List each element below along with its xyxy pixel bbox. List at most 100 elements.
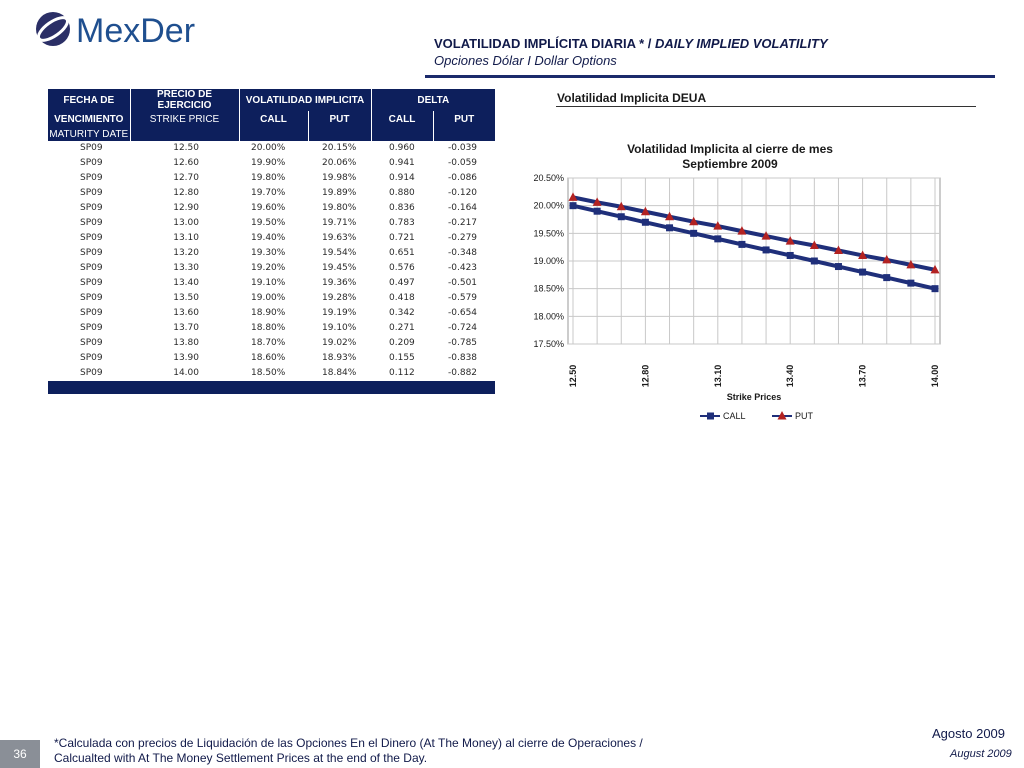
legend-label-call: CALL — [723, 411, 746, 421]
table-cell: 0.271 — [389, 323, 415, 333]
table-footer-bar — [48, 381, 496, 394]
chart-subtitle: Septiembre 2009 — [682, 157, 778, 171]
data-point-put — [640, 206, 650, 216]
table-cell: 19.10% — [251, 278, 286, 288]
table-cell: -0.279 — [448, 233, 478, 243]
table-cell: 18.93% — [322, 353, 357, 363]
header-strike-en: STRIKE PRICE — [130, 111, 240, 128]
table-cell: SP09 — [80, 368, 103, 378]
data-point-put — [568, 192, 578, 201]
table-cell: 19.60% — [251, 203, 286, 213]
table-cell: 13.30 — [173, 263, 199, 273]
y-tick-label: 18.50% — [533, 284, 564, 294]
data-point-call — [690, 229, 698, 237]
y-tick-label: 19.50% — [533, 228, 564, 238]
mexder-logo: MexDer — [34, 10, 204, 52]
table-row: SP09 12.50 20.00% 20.15% 0.960 -0.039 — [48, 141, 495, 156]
title-es: VOLATILIDAD IMPLÍCITA DIARIA * / — [434, 36, 655, 51]
table-cell: 19.70% — [251, 188, 286, 198]
table-cell: 18.84% — [322, 368, 357, 378]
data-point-put — [833, 245, 843, 254]
y-tick-label: 18.00% — [533, 311, 564, 321]
page-title: VOLATILIDAD IMPLÍCITA DIARIA * / DAILY I… — [434, 36, 828, 51]
data-point-call — [714, 235, 722, 243]
table-cell: 14.00 — [173, 368, 199, 378]
table-cell: 19.30% — [251, 248, 286, 258]
table-cell: -0.579 — [448, 293, 478, 303]
table-cell: SP09 — [80, 173, 103, 183]
table-cell: 19.80% — [322, 203, 357, 213]
table-cell: 19.63% — [322, 233, 357, 243]
page-subtitle: Opciones Dólar I Dollar Options — [434, 53, 617, 68]
data-point-put — [737, 226, 747, 235]
data-point-put — [882, 254, 892, 264]
header-delta: DELTA — [371, 89, 496, 111]
table-cell: SP09 — [80, 353, 103, 363]
table-cell: 19.28% — [322, 293, 357, 303]
table-row: SP09 13.50 19.00% 19.28% 0.418 -0.579 — [48, 291, 495, 306]
x-tick-label: 13.70 — [858, 365, 868, 388]
table-cell: 19.80% — [251, 173, 286, 183]
legend-label-put: PUT — [795, 411, 814, 421]
table-cell: SP09 — [80, 233, 103, 243]
header-maturity-en: MATURITY DATE — [48, 128, 131, 141]
data-point-put — [689, 216, 699, 226]
table-cell: 13.00 — [173, 218, 199, 228]
table-cell: 19.50% — [251, 218, 286, 228]
table-row: SP09 13.40 19.10% 19.36% 0.497 -0.501 — [48, 276, 495, 291]
table-cell: 19.40% — [251, 233, 286, 243]
table-cell: SP09 — [80, 338, 103, 348]
table-cell: 13.80 — [173, 338, 199, 348]
data-point-call — [666, 224, 674, 232]
table-cell: -0.882 — [448, 368, 478, 378]
table-row: SP09 14.00 18.50% 18.84% 0.112 -0.882 — [48, 366, 495, 381]
header-vol-put: PUT — [308, 111, 372, 128]
table-cell: -0.654 — [448, 308, 478, 318]
table-cell: -0.217 — [448, 218, 478, 228]
table-cell: SP09 — [80, 278, 103, 288]
table-cell: -0.724 — [448, 323, 478, 333]
table-cell: 0.112 — [389, 368, 415, 378]
footnote-line1: *Calculada con precios de Liquidación de… — [54, 736, 643, 750]
table-cell: -0.838 — [448, 353, 478, 363]
table-cell: 18.50% — [251, 368, 286, 378]
y-tick-label: 17.50% — [533, 339, 564, 349]
x-tick-label: 13.40 — [785, 365, 795, 388]
table-cell: 13.50 — [173, 293, 199, 303]
table-cell: 12.60 — [173, 158, 199, 168]
chart-heading: Volatilidad Implicita DEUA — [557, 91, 707, 105]
table-row: SP09 13.10 19.40% 19.63% 0.721 -0.279 — [48, 231, 495, 246]
page-number: 36 — [0, 740, 40, 768]
data-point-call — [593, 207, 601, 215]
table-cell: 13.20 — [173, 248, 199, 258]
x-tick-label: 14.00 — [930, 365, 940, 388]
table-cell: SP09 — [80, 308, 103, 318]
header-maturity-2: VENCIMIENTO — [48, 111, 131, 128]
table-row: SP09 13.20 19.30% 19.54% 0.651 -0.348 — [48, 246, 495, 261]
footnote: *Calculada con precios de Liquidación de… — [54, 736, 754, 766]
table-cell: 19.00% — [251, 293, 286, 303]
table-cell: 12.80 — [173, 188, 199, 198]
x-axis-label: Strike Prices — [727, 392, 782, 402]
table-row: SP09 13.00 19.50% 19.71% 0.783 -0.217 — [48, 216, 495, 231]
table-cell: 12.70 — [173, 173, 199, 183]
footnote-line2: Calcualted with At The Money Settlement … — [54, 751, 428, 765]
table-cell: 0.941 — [389, 158, 415, 168]
table-cell: 0.342 — [389, 308, 415, 318]
table-cell: SP09 — [80, 323, 103, 333]
table-row: SP09 13.30 19.20% 19.45% 0.576 -0.423 — [48, 261, 495, 276]
table-cell: SP09 — [80, 203, 103, 213]
table-cell: 13.90 — [173, 353, 199, 363]
table-cell: 19.10% — [322, 323, 357, 333]
table-cell: 0.960 — [389, 143, 415, 153]
mexder-logo-icon — [36, 12, 70, 46]
volatility-chart: Volatilidad Implicita al cierre de mesSe… — [533, 142, 941, 421]
table-cell: -0.501 — [448, 278, 478, 288]
title-en: DAILY IMPLIED VOLATILITY — [655, 36, 828, 51]
table-cell: 19.36% — [322, 278, 357, 288]
table-cell: 0.783 — [389, 218, 415, 228]
data-point-call — [641, 218, 649, 226]
legend-marker-call — [707, 412, 714, 420]
table-cell: 13.70 — [173, 323, 199, 333]
table-row: SP09 13.90 18.60% 18.93% 0.155 -0.838 — [48, 351, 495, 366]
